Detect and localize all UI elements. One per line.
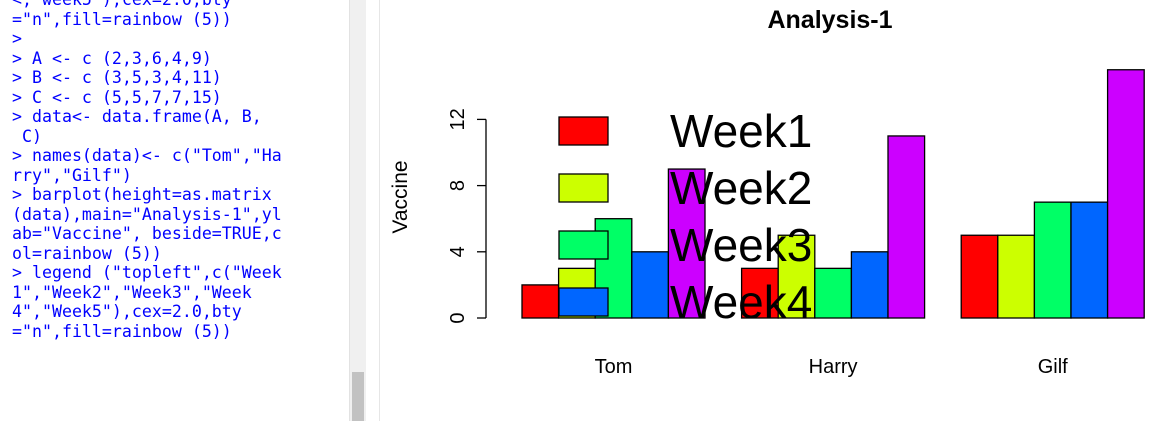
y-axis-label: Vaccine — [389, 160, 412, 233]
y-tick-label: 4 — [447, 246, 469, 257]
console-line: 4","Week5"),cex=2.0,bty — [12, 302, 242, 321]
console-line: ol=rainbow (5)) — [12, 243, 162, 263]
legend-swatch — [558, 230, 609, 260]
console-line: > C <- c (5,5,7,7,15) — [12, 87, 222, 107]
console-line: ab="Vaccine", beside=TRUE,c — [12, 224, 282, 243]
legend-label: Week3 — [670, 219, 812, 271]
legend-label: Week1 — [670, 105, 812, 157]
bars-group — [521, 69, 1145, 319]
bar — [887, 135, 926, 319]
bar — [521, 284, 560, 319]
console-line: > legend ("topleft",c("Week — [12, 263, 282, 282]
bar — [777, 234, 816, 319]
bar — [667, 168, 706, 319]
console-line: C) — [21, 126, 42, 146]
legend-swatch — [558, 287, 609, 317]
bar — [1106, 69, 1145, 319]
console-output: <, week5 ),cex=2.0,bty ="n",fill=rainbow… — [12, 0, 282, 341]
console-line: ="n",fill=rainbow (5)) — [12, 9, 232, 29]
bar — [997, 234, 1036, 319]
console-line: (data),main="Analysis-1",yl — [12, 204, 282, 224]
y-tick-label: 12 — [447, 108, 469, 130]
console-line: rry","Gilf") — [12, 165, 132, 185]
legend-swatch — [558, 173, 609, 203]
console-line: > barplot(height=as.matrix — [12, 185, 272, 204]
console-line: 1","Week2","Week3","Week — [12, 282, 252, 302]
console-line: > B <- c (3,5,3,4,11) — [12, 68, 222, 87]
x-axis-labels: Tom Harry Gilf — [595, 356, 1069, 378]
console-line: <, week5 ),cex=2.0,bty — [12, 0, 232, 9]
bar — [1070, 201, 1109, 319]
x-tick-label: Gilf — [1038, 356, 1068, 378]
plot-panel: Analysis-1 Vaccine 0 4 8 12 Tom Harry Gilf We… — [389, 6, 1145, 378]
legend-label: Week2 — [670, 162, 812, 214]
console-scrollbar-thumb[interactable] — [352, 372, 364, 421]
y-axis: 0 4 8 12 — [447, 108, 487, 324]
r-console: <, week5 ),cex=2.0,bty ="n",fill=rainbow… — [0, 0, 350, 421]
bar — [1033, 201, 1072, 319]
bar — [631, 251, 670, 319]
x-tick-label: Tom — [595, 356, 633, 378]
console-scrollbar[interactable] — [350, 0, 366, 421]
console-line: > data<- data.frame(A, B, — [12, 107, 262, 126]
legend-swatch — [558, 116, 609, 146]
bar — [850, 251, 889, 319]
console-line: ="n",fill=rainbow (5)) — [12, 321, 232, 341]
pane-divider[interactable] — [366, 0, 380, 421]
chart-title: Analysis-1 — [767, 6, 892, 34]
x-tick-label: Harry — [809, 356, 858, 378]
y-tick-label: 8 — [447, 180, 469, 191]
bar — [960, 234, 999, 319]
y-tick-label: 0 — [447, 312, 469, 323]
console-line: > A <- c (2,3,6,4,9) — [12, 48, 212, 68]
legend-label: Week4 — [670, 276, 812, 328]
console-line: > — [12, 29, 22, 48]
console-line: > names(data)<- c("Tom","Ha — [12, 146, 282, 165]
bar — [814, 267, 853, 319]
